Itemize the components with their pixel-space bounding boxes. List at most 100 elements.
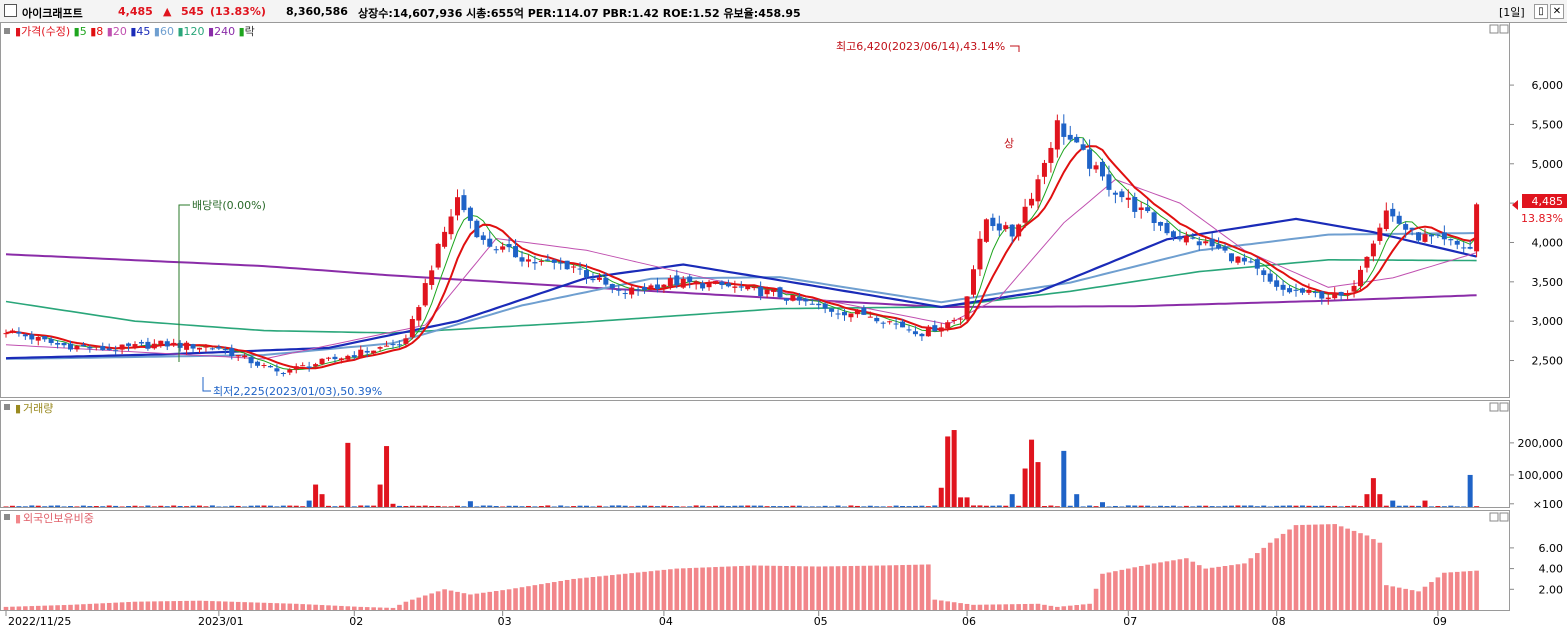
- panel-frames: [0, 22, 1510, 611]
- volume-bar: [925, 506, 931, 507]
- candle-body: [216, 346, 222, 349]
- foreign-ownership-panel[interactable]: ▮ 외국인보유비중: [3, 512, 1509, 610]
- ma8-line: [5, 145, 1478, 370]
- legend-ma45: 45: [136, 25, 150, 38]
- legend-ma120: 120: [184, 25, 205, 38]
- foreign-bar: [442, 589, 447, 610]
- volume-bar: [151, 506, 157, 507]
- volume-value: 8,360,586: [286, 5, 348, 18]
- window-split-icon[interactable]: ▯: [1534, 4, 1548, 19]
- candle-body: [68, 343, 73, 350]
- period-button[interactable]: [1일]: [1499, 6, 1525, 19]
- stock-name[interactable]: 아이크래프트: [22, 7, 83, 20]
- volume-panel[interactable]: 거래량 ▮: [3, 402, 1509, 507]
- panel-close-icon[interactable]: [1499, 24, 1509, 34]
- candle-body: [255, 361, 261, 366]
- volume-bar: [1016, 505, 1022, 507]
- volume-bar: [493, 506, 499, 507]
- foreign-bar: [803, 566, 809, 610]
- candle-body: [42, 336, 48, 340]
- foreign-bar: [706, 567, 712, 610]
- foreign-tick-label: 4.00: [1539, 563, 1564, 576]
- foreign-bar: [1029, 603, 1034, 610]
- candle-body: [1461, 247, 1467, 249]
- candle-body: [1061, 123, 1067, 137]
- candle-body: [1022, 206, 1028, 223]
- volume-bar: [287, 505, 293, 507]
- foreign-bar: [1358, 533, 1363, 610]
- candle-body: [629, 287, 635, 295]
- candle-body: [190, 344, 196, 349]
- foreign-bar: [777, 565, 783, 610]
- close-icon[interactable]: ✕: [1550, 4, 1564, 19]
- candle-body: [158, 340, 164, 345]
- price-tick-label: 4,000: [1532, 236, 1564, 249]
- volume-bar: [1319, 505, 1325, 507]
- foreign-bar: [55, 605, 60, 610]
- foreign-bar: [139, 601, 144, 610]
- x-tick-label: 09: [1433, 615, 1447, 628]
- foreign-bar: [1145, 564, 1150, 610]
- volume-close-icon[interactable]: [1499, 402, 1509, 412]
- candle-body: [319, 358, 325, 365]
- foreign-bar: [739, 566, 744, 610]
- foreign-bar: [287, 603, 293, 610]
- foreign-bar: [1209, 567, 1215, 610]
- candle-body: [513, 246, 519, 258]
- foreign-bar: [551, 582, 557, 610]
- foreign-bar: [313, 604, 318, 610]
- volume-bar: [100, 506, 106, 507]
- foreign-bar: [648, 571, 654, 610]
- volume-bar: [1054, 506, 1060, 507]
- foreign-bar: [1287, 529, 1292, 610]
- volume-bar: [577, 505, 583, 507]
- price-tick-label: 2,500: [1532, 355, 1564, 368]
- legend-ma60: 60: [160, 25, 174, 38]
- volume-bar: [1164, 506, 1170, 507]
- volume-maximize-icon[interactable]: [1489, 402, 1499, 412]
- candle-body: [584, 270, 589, 278]
- foreign-bar: [1261, 547, 1267, 610]
- foreign-bar: [1100, 573, 1105, 610]
- candle-body: [622, 293, 628, 295]
- volume-bar: [506, 505, 512, 507]
- volume-bar: [1229, 505, 1234, 507]
- volume-bar: [1409, 505, 1415, 507]
- dividend-marker: [178, 204, 190, 362]
- price-tick-label: 5,500: [1532, 118, 1564, 131]
- candle-body: [577, 268, 583, 270]
- panel-maximize-icon[interactable]: [1489, 24, 1499, 34]
- volume-bar: [106, 505, 112, 507]
- foreign-close-icon[interactable]: [1499, 512, 1509, 522]
- foreign-bar: [642, 571, 647, 610]
- foreign-bar: [822, 566, 828, 610]
- candle-body: [1261, 270, 1267, 276]
- foreign-maximize-icon[interactable]: [1489, 512, 1499, 522]
- volume-bar: [713, 505, 718, 507]
- candle-body: [796, 296, 802, 301]
- candle-body: [616, 289, 622, 291]
- foreign-bar: [622, 573, 628, 610]
- foreign-bar: [1364, 535, 1370, 610]
- volume-bar: [1422, 500, 1428, 507]
- volume-bar: [364, 505, 370, 507]
- volume-bar: [138, 506, 144, 507]
- foreign-bar: [1067, 605, 1073, 610]
- foreign-bar: [926, 564, 931, 610]
- volume-bar: [829, 506, 835, 507]
- volume-bar: [1299, 505, 1305, 507]
- candle-body: [1345, 293, 1351, 296]
- candle-body: [1216, 244, 1222, 249]
- candle-body: [429, 270, 435, 285]
- candle-body: [280, 373, 286, 375]
- volume-bar: [448, 506, 454, 507]
- foreign-bar: [1074, 605, 1079, 610]
- badge-pct: 13.83%: [1521, 212, 1563, 225]
- price-panel[interactable]: 최고6,420(2023/06/14),43.14% 최저2,225(2023/…: [3, 24, 1567, 398]
- candle-body: [951, 319, 957, 321]
- volume-bar: [803, 506, 809, 507]
- foreign-bar: [880, 565, 886, 610]
- favorite-checkbox[interactable]: [4, 4, 17, 17]
- volume-bar: [642, 505, 648, 507]
- volume-bar: [1293, 505, 1299, 507]
